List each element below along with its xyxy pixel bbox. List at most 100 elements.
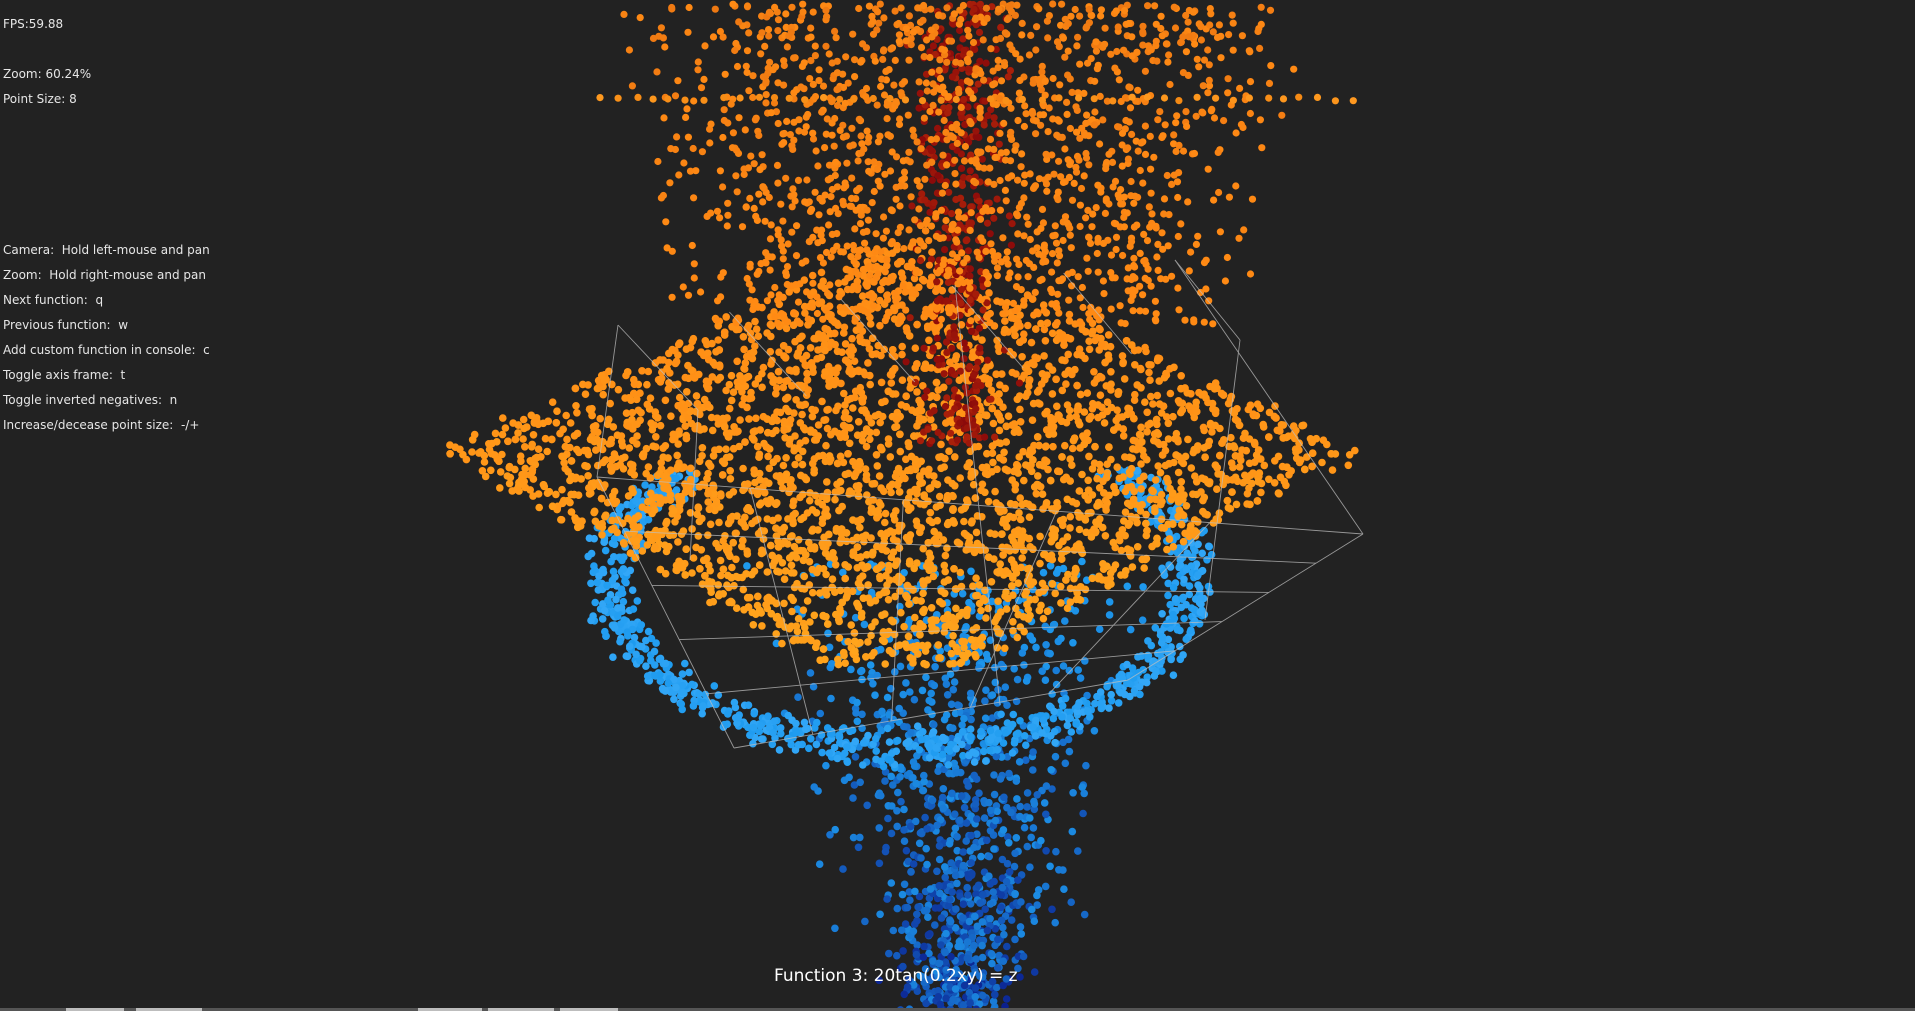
data-point xyxy=(1058,331,1067,339)
data-point xyxy=(1012,370,1020,378)
data-point xyxy=(931,921,939,929)
data-point xyxy=(723,581,731,589)
data-point xyxy=(992,983,1001,992)
data-point xyxy=(1351,446,1359,455)
data-point xyxy=(710,489,718,498)
data-point xyxy=(839,865,847,873)
data-point xyxy=(738,542,746,551)
data-point xyxy=(1002,605,1011,613)
data-point xyxy=(1047,732,1055,740)
data-point xyxy=(1013,633,1022,642)
data-point xyxy=(1175,506,1184,515)
data-point xyxy=(946,670,955,678)
data-point xyxy=(785,624,794,633)
data-point xyxy=(1004,412,1013,421)
data-point xyxy=(1085,452,1093,461)
data-point xyxy=(975,789,983,797)
data-point xyxy=(872,735,880,743)
data-point xyxy=(1227,433,1235,442)
data-point xyxy=(1235,463,1244,471)
data-point xyxy=(632,537,641,546)
data-point xyxy=(937,941,945,949)
data-point xyxy=(1030,800,1039,808)
data-point xyxy=(848,726,857,735)
data-point xyxy=(1051,738,1059,747)
data-point xyxy=(661,569,670,578)
data-point xyxy=(1056,516,1065,525)
data-point xyxy=(862,425,871,433)
data-point xyxy=(986,900,995,908)
data-point xyxy=(935,453,943,462)
data-point xyxy=(1051,918,1059,927)
data-point xyxy=(999,403,1007,412)
data-point xyxy=(885,576,894,584)
data-point xyxy=(921,965,930,973)
data-point xyxy=(982,650,991,659)
data-point xyxy=(780,417,789,426)
data-point xyxy=(661,526,669,535)
data-point xyxy=(759,483,767,491)
data-point xyxy=(593,428,602,437)
data-point xyxy=(1128,563,1137,571)
data-point xyxy=(975,412,983,421)
data-point xyxy=(874,410,883,419)
data-point xyxy=(647,419,655,428)
data-point xyxy=(521,443,529,451)
data-point xyxy=(822,570,830,579)
data-point xyxy=(856,778,864,787)
data-point xyxy=(1115,474,1124,483)
data-point xyxy=(1000,930,1008,939)
data-point xyxy=(851,737,860,746)
data-point xyxy=(986,726,995,735)
data-point xyxy=(630,633,639,642)
data-point xyxy=(992,752,1001,761)
data-point xyxy=(553,407,561,416)
data-point xyxy=(1025,376,1034,384)
data-point xyxy=(1061,694,1070,703)
data-point xyxy=(1114,699,1123,707)
data-point xyxy=(1085,345,1094,354)
data-point xyxy=(947,649,956,658)
data-point xyxy=(1200,444,1208,452)
data-point xyxy=(978,336,986,344)
data-point xyxy=(858,572,867,580)
data-point xyxy=(617,503,625,511)
data-point xyxy=(996,560,1004,568)
data-point xyxy=(557,516,566,524)
data-point xyxy=(854,418,863,426)
data-point xyxy=(1069,639,1077,647)
data-point xyxy=(843,586,851,595)
data-point xyxy=(856,667,865,676)
data-point xyxy=(1065,317,1074,325)
data-point xyxy=(1052,666,1060,675)
data-point xyxy=(1068,461,1076,470)
data-point xyxy=(705,561,713,569)
data-point xyxy=(966,900,975,908)
data-point xyxy=(801,725,810,733)
data-point xyxy=(975,664,983,672)
data-point xyxy=(656,671,664,679)
data-point xyxy=(822,441,830,450)
data-point xyxy=(609,567,618,576)
data-point xyxy=(812,740,821,749)
data-point xyxy=(1029,399,1038,408)
data-point xyxy=(960,981,969,990)
data-point xyxy=(876,572,884,581)
data-point xyxy=(792,553,801,562)
data-point xyxy=(962,819,971,827)
data-point xyxy=(792,622,801,630)
data-point xyxy=(912,950,921,959)
data-point xyxy=(903,903,912,912)
data-point xyxy=(1016,311,1024,320)
data-point xyxy=(834,279,843,288)
data-point xyxy=(981,596,989,605)
data-point xyxy=(562,411,570,420)
data-point xyxy=(960,803,969,812)
data-point xyxy=(831,495,839,504)
data-point xyxy=(604,596,612,604)
data-point xyxy=(1002,995,1011,1003)
data-point xyxy=(625,444,634,452)
data-point xyxy=(732,555,740,564)
